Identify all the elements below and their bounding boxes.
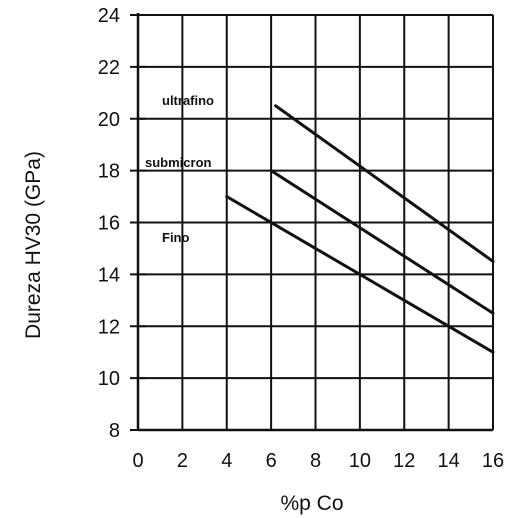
x-tick-label: 10 bbox=[349, 450, 371, 472]
y-tick-label: 20 bbox=[98, 109, 120, 131]
series-line-submicron bbox=[269, 169, 495, 315]
y-tick-labels: 8 10 12 14 16 18 20 22 24 bbox=[98, 5, 120, 442]
x-tick-label: 6 bbox=[266, 450, 277, 472]
y-tick-label: 8 bbox=[109, 420, 120, 442]
y-tick-label: 10 bbox=[98, 368, 120, 390]
y-tick-label: 12 bbox=[98, 316, 120, 338]
series-lines bbox=[225, 104, 495, 354]
series-label-fino: Fino bbox=[162, 230, 189, 245]
x-axis-title: %p Co bbox=[280, 492, 343, 515]
series-label-ultrafino: ultrafino bbox=[162, 93, 214, 108]
y-tick-label: 16 bbox=[98, 213, 120, 235]
y-axis-title: Dureza HV30 (GPa) bbox=[22, 151, 45, 339]
y-tick-label: 14 bbox=[98, 264, 120, 286]
y-tick-label: 22 bbox=[98, 57, 120, 79]
x-tick-label: 2 bbox=[177, 450, 188, 472]
x-tick-label: 8 bbox=[310, 450, 321, 472]
series-line-fino bbox=[225, 195, 495, 354]
x-tick-label: 4 bbox=[221, 450, 232, 472]
y-tick-label: 24 bbox=[98, 5, 120, 27]
x-tick-labels: 0 2 4 6 8 10 12 14 16 bbox=[132, 450, 504, 472]
x-tick-label: 12 bbox=[393, 450, 415, 472]
series-line-ultrafino bbox=[274, 104, 495, 263]
x-tick-label: 14 bbox=[438, 450, 460, 472]
series-label-submicron: submicron bbox=[145, 155, 212, 170]
x-tick-label: 0 bbox=[132, 450, 143, 472]
y-tick-label: 18 bbox=[98, 161, 120, 183]
grid bbox=[130, 13, 494, 432]
x-tick-label: 16 bbox=[482, 450, 504, 472]
